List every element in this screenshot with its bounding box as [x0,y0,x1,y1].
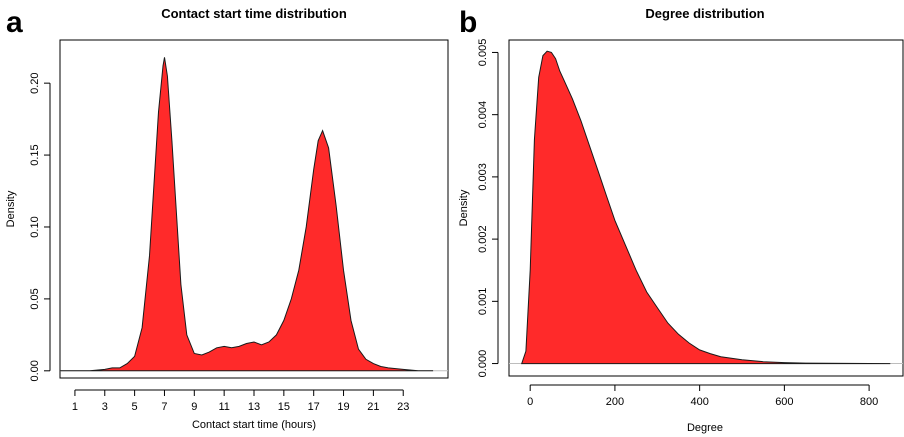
panel-a-y-ticks: 0.00 0.05 0.10 0.15 0.20 [29,72,50,382]
panel-a-plot-frame [59,39,449,379]
x-tick-label: 17 [308,401,320,413]
x-tick-label: 9 [191,401,197,413]
panel-b-letter: b [459,6,477,39]
panel-a-density-area [60,57,434,372]
x-tick-label: 3 [102,401,108,413]
panel-b-title: Degree distribution [645,6,764,21]
panel-b-x-ticks: 0 200 400 600 800 [527,385,878,408]
y-tick-label: 0.004 [477,101,489,129]
x-tick-label: 600 [775,396,793,408]
x-tick-label: 5 [132,401,138,413]
x-tick-label: 13 [248,401,260,413]
y-tick-label: 0.002 [477,225,489,253]
x-tick-label: 11 [218,401,229,413]
x-tick-label: 21 [367,401,379,413]
panel-b-plot-frame [508,39,904,377]
x-tick-label: 200 [606,396,624,408]
x-tick-label: 0 [527,396,533,408]
panel-a-x-ticks: 1 3 5 7 9 11 13 15 17 19 21 23 [72,390,409,413]
panel-b-y-ticks: 0.000 0.001 0.002 0.003 0.004 0.005 [477,39,498,378]
y-tick-label: 0.20 [29,72,41,93]
panel-a-letter: a [6,6,23,39]
x-tick-label: 19 [337,401,349,413]
panel-a-title: Contact start time distribution [161,6,347,21]
y-tick-label: 0.15 [29,144,41,165]
panel-b-x-label: Degree [687,422,723,434]
x-tick-label: 400 [690,396,708,408]
y-tick-label: 0.10 [29,216,41,237]
y-tick-label: 0.05 [29,288,41,309]
panel-b-y-label: Density [458,189,470,226]
panel-a-y-label: Density [5,190,17,227]
y-tick-label: 0.00 [29,360,41,381]
panel-b: b Degree distribution 0 200 400 600 800 0.00… [458,6,904,434]
x-tick-label: 1 [72,401,78,413]
x-tick-label: 23 [397,401,409,413]
y-tick-label: 0.001 [477,288,489,316]
panel-b-density-area [521,50,891,365]
x-tick-label: 15 [278,401,290,413]
x-tick-label: 800 [860,396,878,408]
panel-a-x-label: Contact start time (hours) [192,419,316,431]
y-tick-label: 0.000 [477,350,489,378]
x-tick-label: 7 [161,401,167,413]
y-tick-label: 0.003 [477,163,489,191]
y-tick-label: 0.005 [477,39,489,67]
